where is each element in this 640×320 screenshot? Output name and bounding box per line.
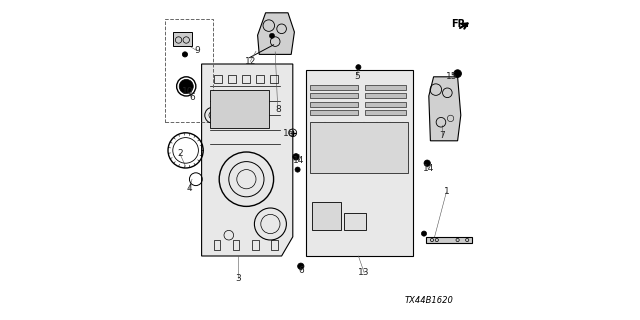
Text: 4: 4 (187, 184, 192, 193)
Polygon shape (306, 70, 413, 256)
Bar (270, 75, 278, 83)
Circle shape (179, 79, 193, 93)
Text: 3: 3 (236, 274, 241, 283)
Bar (365, 85, 406, 90)
Polygon shape (202, 64, 292, 256)
Polygon shape (429, 77, 461, 141)
Text: 8: 8 (275, 105, 280, 114)
Bar (243, 75, 250, 83)
Bar (252, 240, 259, 250)
Text: 14: 14 (292, 156, 304, 165)
Text: 2: 2 (177, 149, 182, 158)
Text: 7: 7 (440, 131, 445, 140)
Circle shape (293, 154, 300, 160)
Bar (426, 237, 472, 243)
Text: 16: 16 (284, 129, 294, 138)
Text: 1: 1 (444, 188, 449, 196)
Bar (365, 110, 406, 115)
Bar (310, 102, 358, 107)
Bar (271, 240, 278, 250)
Bar (214, 75, 223, 83)
Bar (257, 75, 264, 83)
Bar (310, 122, 408, 173)
Bar (310, 85, 358, 90)
Circle shape (422, 231, 427, 236)
Polygon shape (173, 32, 192, 46)
Text: 6: 6 (189, 93, 195, 102)
Text: 6: 6 (298, 266, 303, 275)
Circle shape (356, 65, 361, 70)
Bar (310, 110, 358, 115)
Bar (365, 93, 406, 98)
Circle shape (182, 52, 188, 57)
Bar (312, 202, 341, 230)
Bar (165, 19, 212, 122)
Bar (210, 90, 269, 128)
Bar (214, 240, 220, 250)
Bar (233, 240, 239, 250)
Text: 14: 14 (422, 164, 434, 173)
Polygon shape (258, 13, 294, 54)
Circle shape (269, 33, 275, 38)
Text: 9: 9 (194, 46, 200, 55)
Bar (228, 75, 236, 83)
Text: FR.: FR. (451, 19, 469, 29)
Circle shape (424, 160, 430, 166)
Text: 13: 13 (358, 268, 370, 277)
Text: 15: 15 (446, 72, 458, 81)
Text: 12: 12 (244, 57, 256, 66)
Text: 10: 10 (182, 87, 194, 96)
Circle shape (295, 167, 300, 172)
Bar (310, 93, 358, 98)
Circle shape (454, 70, 461, 77)
Text: 5: 5 (354, 72, 360, 81)
Circle shape (298, 263, 304, 269)
Text: TX44B1620: TX44B1620 (404, 296, 453, 305)
Bar (365, 102, 406, 107)
Bar (344, 213, 367, 230)
